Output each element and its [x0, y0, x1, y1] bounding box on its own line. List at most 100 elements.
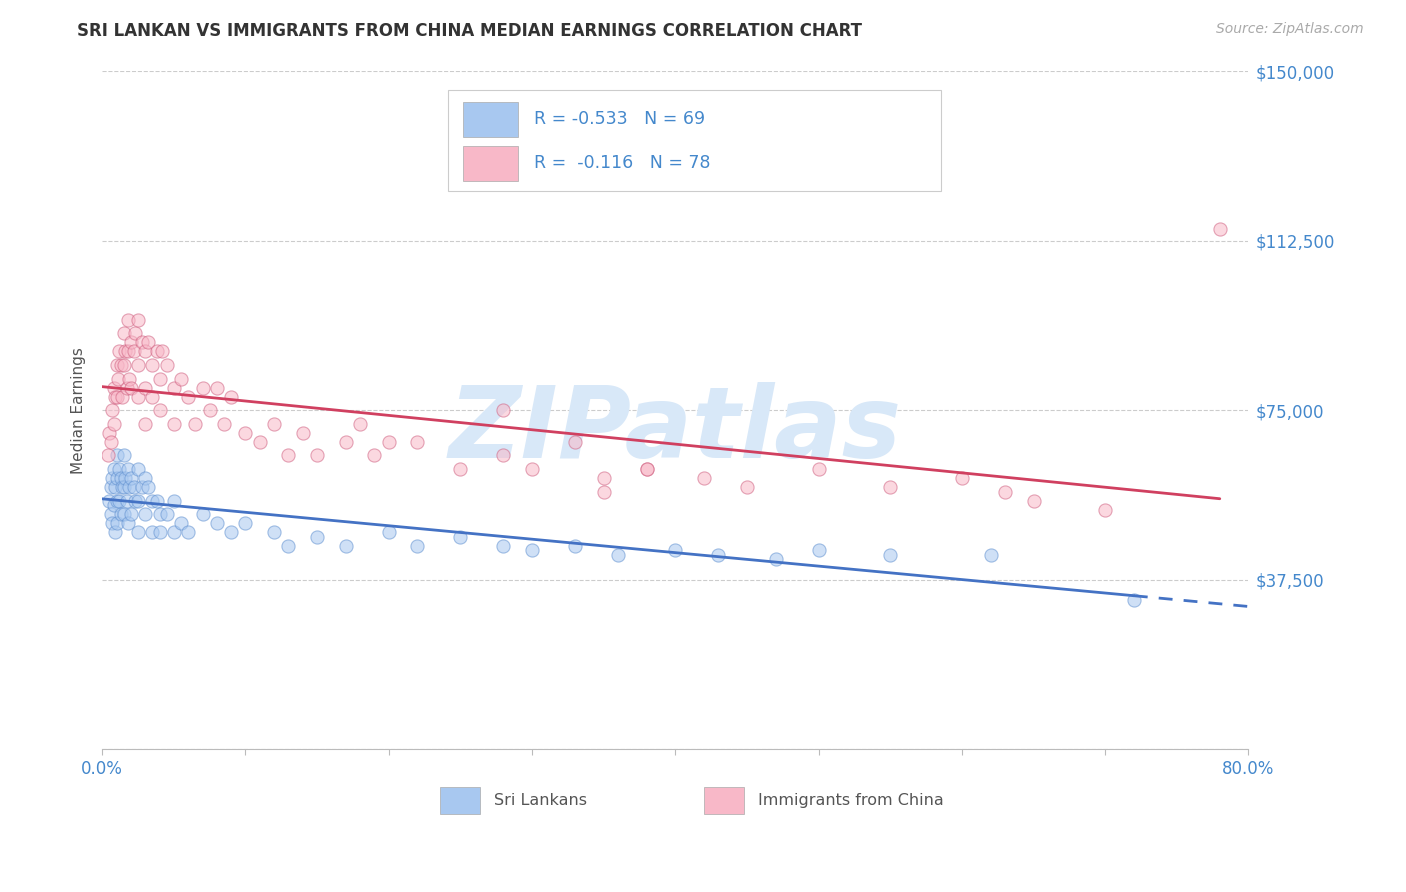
Point	[765, 552, 787, 566]
Point	[108, 344, 131, 359]
Point	[122, 344, 145, 359]
Point	[112, 326, 135, 341]
Point	[492, 403, 515, 417]
Point	[807, 462, 830, 476]
Point	[170, 371, 193, 385]
Point	[105, 493, 128, 508]
Point	[115, 381, 138, 395]
Point	[117, 516, 139, 531]
Point	[564, 539, 586, 553]
Point	[219, 390, 242, 404]
Point	[108, 493, 131, 508]
Point	[114, 344, 136, 359]
Point	[105, 390, 128, 404]
Text: ZIPatlas: ZIPatlas	[449, 382, 901, 479]
Point	[145, 344, 167, 359]
Point	[141, 358, 163, 372]
Point	[163, 525, 186, 540]
Point	[205, 516, 228, 531]
Text: Source: ZipAtlas.com: Source: ZipAtlas.com	[1216, 22, 1364, 37]
Y-axis label: Median Earnings: Median Earnings	[72, 347, 86, 474]
Point	[112, 480, 135, 494]
Point	[184, 417, 207, 431]
Point	[449, 462, 471, 476]
Point	[120, 471, 142, 485]
Point	[1022, 493, 1045, 508]
Point	[136, 335, 159, 350]
Point	[120, 335, 142, 350]
Point	[101, 516, 124, 531]
Point	[170, 516, 193, 531]
Point	[520, 462, 543, 476]
FancyBboxPatch shape	[440, 787, 481, 814]
Point	[108, 462, 131, 476]
Point	[101, 403, 124, 417]
Point	[406, 434, 429, 449]
Point	[235, 425, 257, 440]
Point	[111, 390, 134, 404]
Point	[592, 484, 614, 499]
Point	[277, 449, 299, 463]
Point	[110, 471, 132, 485]
Point	[127, 312, 149, 326]
Point	[205, 381, 228, 395]
Point	[98, 425, 121, 440]
Point	[177, 390, 200, 404]
Point	[1094, 502, 1116, 516]
Point	[148, 507, 170, 521]
FancyBboxPatch shape	[463, 145, 519, 181]
Point	[131, 335, 153, 350]
Point	[177, 525, 200, 540]
Point	[291, 425, 314, 440]
Point	[307, 449, 329, 463]
Point	[98, 493, 121, 508]
Point	[118, 371, 141, 385]
Point	[693, 471, 716, 485]
Point	[110, 507, 132, 521]
Point	[104, 480, 127, 494]
Point	[564, 434, 586, 449]
Point	[163, 493, 186, 508]
Point	[114, 471, 136, 485]
Point	[112, 358, 135, 372]
Point	[492, 539, 515, 553]
Point	[100, 480, 122, 494]
Point	[134, 507, 156, 521]
Point	[145, 493, 167, 508]
Point	[103, 498, 125, 512]
Point	[163, 417, 186, 431]
Point	[263, 417, 285, 431]
Point	[492, 449, 515, 463]
Point	[111, 480, 134, 494]
Point	[156, 507, 179, 521]
Point	[636, 462, 658, 476]
Point	[97, 449, 120, 463]
Point	[335, 434, 357, 449]
Point	[191, 507, 214, 521]
Point	[124, 493, 146, 508]
Point	[249, 434, 271, 449]
Point	[122, 480, 145, 494]
Point	[156, 358, 179, 372]
Text: SRI LANKAN VS IMMIGRANTS FROM CHINA MEDIAN EARNINGS CORRELATION CHART: SRI LANKAN VS IMMIGRANTS FROM CHINA MEDI…	[77, 22, 862, 40]
Point	[163, 381, 186, 395]
Point	[100, 507, 122, 521]
Text: R = -0.533   N = 69: R = -0.533 N = 69	[534, 111, 706, 128]
Point	[117, 344, 139, 359]
Point	[141, 525, 163, 540]
Point	[980, 548, 1002, 562]
Point	[150, 344, 173, 359]
Point	[127, 493, 149, 508]
Point	[148, 403, 170, 417]
Point	[105, 516, 128, 531]
Point	[191, 381, 214, 395]
Point	[263, 525, 285, 540]
Point	[277, 539, 299, 553]
FancyBboxPatch shape	[704, 787, 744, 814]
Point	[349, 417, 371, 431]
Point	[117, 312, 139, 326]
Point	[879, 548, 901, 562]
Point	[134, 471, 156, 485]
Point	[103, 381, 125, 395]
Point	[307, 530, 329, 544]
